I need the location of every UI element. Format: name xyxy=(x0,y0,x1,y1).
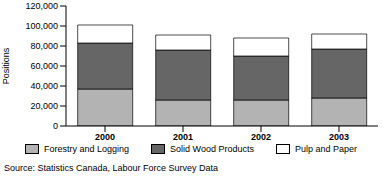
svg-text:2000: 2000 xyxy=(95,132,115,142)
html-text:Forestry and Logging: Forestry and Logging xyxy=(44,144,130,154)
svg-text:60,000: 60,000 xyxy=(30,61,58,71)
html-text:Solid Wood Products: Solid Wood Products xyxy=(170,144,254,154)
svg-text:0: 0 xyxy=(53,121,58,131)
svg-text:120,000: 120,000 xyxy=(25,1,58,11)
svg-text:80,000: 80,000 xyxy=(30,41,58,51)
svg-text:2001: 2001 xyxy=(173,132,193,142)
svg-text:100,000: 100,000 xyxy=(25,21,58,31)
svg-text:40,000: 40,000 xyxy=(30,81,58,91)
html-text:Pulp and Paper: Pulp and Paper xyxy=(295,144,357,154)
svg-text:20,000: 20,000 xyxy=(30,101,58,111)
svg-text:Positions: Positions xyxy=(8,47,11,84)
svg-text:2002: 2002 xyxy=(251,132,271,142)
svg-text:2003: 2003 xyxy=(329,132,349,142)
html-text:Source: Statistics Canada, Lab: Source: Statistics Canada, Labour Force … xyxy=(4,163,219,173)
